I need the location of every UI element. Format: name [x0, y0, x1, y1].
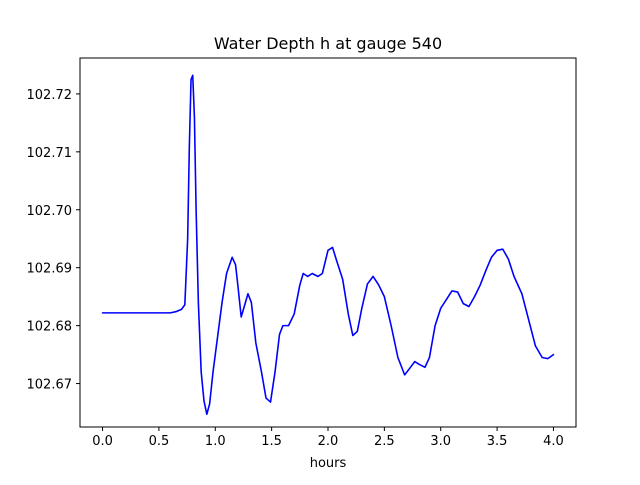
y-tick-label: 102.71 — [27, 146, 73, 161]
x-tick-label: 0.5 — [149, 434, 170, 449]
x-tick-label: 3.5 — [487, 434, 508, 449]
y-tick-label: 102.70 — [27, 204, 73, 219]
x-tick-label: 3.0 — [430, 434, 451, 449]
x-tick-label: 0.0 — [92, 434, 113, 449]
x-tick-label: 2.5 — [374, 434, 395, 449]
y-tick-label: 102.72 — [27, 88, 73, 103]
y-axis-ticks: 102.67 102.68 102.69 102.70 102.71 102.72 — [27, 88, 80, 393]
series-line-0 — [101, 74, 555, 416]
y-tick-label: 102.69 — [27, 262, 73, 277]
x-tick-label: 1.0 — [205, 434, 226, 449]
x-tick-label: 4.0 — [543, 434, 564, 449]
x-axis-ticks: 0.0 0.5 1.0 1.5 2.0 2.5 3.0 3.5 4.0 — [92, 427, 564, 449]
x-tick-label: 1.5 — [261, 434, 282, 449]
x-axis-label: hours — [310, 456, 347, 471]
y-tick-label: 102.67 — [27, 378, 73, 393]
chart-title: Water Depth h at gauge 540 — [214, 34, 442, 53]
x-tick-label: 2.0 — [318, 434, 339, 449]
y-tick-label: 102.68 — [27, 320, 73, 335]
